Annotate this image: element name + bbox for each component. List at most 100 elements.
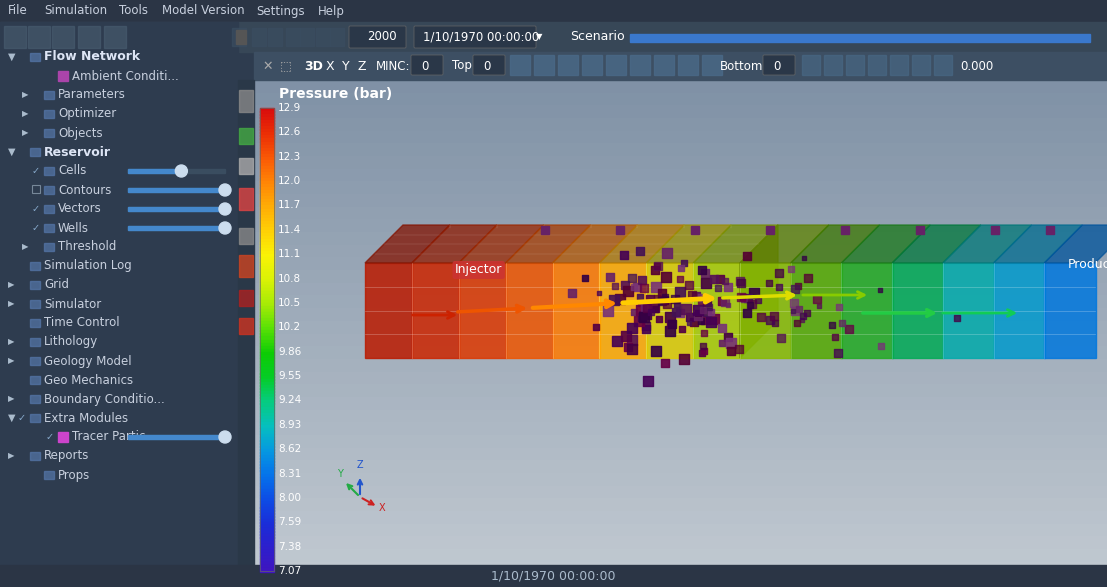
- Bar: [260, 403, 275, 407]
- Bar: [260, 528, 275, 532]
- Text: 12.0: 12.0: [278, 176, 301, 186]
- Text: File: File: [8, 5, 28, 18]
- Text: Tools: Tools: [118, 5, 148, 18]
- Point: [630, 316, 648, 326]
- Text: 0: 0: [483, 59, 490, 73]
- Point: [646, 304, 664, 313]
- Bar: [260, 139, 275, 142]
- Point: [834, 319, 851, 328]
- Polygon shape: [365, 225, 449, 263]
- Bar: [254, 220, 1107, 233]
- Text: ▶: ▶: [22, 129, 29, 137]
- Text: 0: 0: [421, 59, 428, 73]
- Bar: [44, 110, 54, 118]
- Bar: [128, 188, 225, 192]
- Text: Reservoir: Reservoir: [44, 146, 111, 158]
- Point: [662, 319, 680, 328]
- Text: 10.2: 10.2: [278, 322, 301, 332]
- Bar: [260, 461, 275, 465]
- Point: [615, 280, 633, 289]
- Bar: [260, 126, 275, 130]
- Text: Ambient Conditi...: Ambient Conditi...: [72, 69, 178, 83]
- Bar: [260, 483, 275, 486]
- Point: [872, 342, 890, 351]
- Point: [637, 301, 654, 311]
- Bar: [254, 333, 1107, 347]
- Bar: [260, 211, 275, 215]
- Text: Y: Y: [342, 59, 350, 73]
- Bar: [254, 258, 1107, 271]
- Point: [723, 346, 741, 356]
- Bar: [890, 55, 908, 75]
- Point: [648, 282, 665, 292]
- Text: 11.1: 11.1: [278, 249, 301, 259]
- Text: ▼: ▼: [8, 52, 15, 62]
- Text: 1/10/1970 00:00:00: 1/10/1970 00:00:00: [423, 31, 539, 43]
- Point: [635, 312, 653, 321]
- Point: [631, 293, 649, 302]
- Bar: [801, 55, 820, 75]
- Point: [714, 296, 732, 306]
- Point: [671, 288, 689, 297]
- FancyBboxPatch shape: [414, 26, 536, 48]
- Bar: [260, 224, 275, 227]
- Point: [696, 268, 714, 277]
- Point: [632, 298, 650, 307]
- Point: [690, 308, 707, 318]
- Bar: [260, 474, 275, 477]
- Point: [649, 262, 666, 271]
- Bar: [260, 291, 275, 294]
- Point: [639, 303, 656, 312]
- Text: 8.00: 8.00: [278, 493, 301, 503]
- Bar: [260, 349, 275, 352]
- Bar: [128, 188, 225, 192]
- Text: Settings: Settings: [256, 5, 304, 18]
- Bar: [239, 255, 254, 277]
- Point: [696, 315, 714, 325]
- Bar: [260, 285, 275, 288]
- Bar: [330, 28, 344, 46]
- Polygon shape: [841, 225, 930, 263]
- Bar: [260, 562, 275, 565]
- Bar: [254, 118, 1107, 131]
- Bar: [260, 215, 275, 218]
- Bar: [254, 232, 1107, 246]
- Point: [635, 284, 653, 293]
- Text: Pressure (bar): Pressure (bar): [279, 87, 392, 101]
- Bar: [300, 28, 314, 46]
- FancyBboxPatch shape: [411, 55, 443, 75]
- Point: [629, 283, 646, 292]
- Bar: [260, 489, 275, 492]
- Point: [871, 285, 889, 295]
- Bar: [260, 163, 275, 166]
- Bar: [236, 30, 246, 44]
- Point: [645, 303, 663, 312]
- Bar: [239, 188, 254, 210]
- Bar: [260, 421, 275, 426]
- Bar: [44, 243, 54, 251]
- Point: [655, 296, 673, 305]
- Bar: [260, 303, 275, 306]
- Bar: [260, 108, 275, 112]
- Bar: [458, 263, 506, 358]
- Bar: [260, 181, 275, 185]
- Text: Injector: Injector: [455, 264, 503, 276]
- Polygon shape: [646, 225, 731, 263]
- FancyBboxPatch shape: [473, 55, 505, 75]
- Point: [666, 295, 684, 304]
- Bar: [260, 245, 275, 249]
- Bar: [260, 394, 275, 398]
- Text: Contours: Contours: [58, 184, 112, 197]
- Bar: [991, 226, 999, 234]
- Bar: [254, 447, 1107, 461]
- Point: [638, 321, 655, 330]
- Bar: [702, 55, 722, 75]
- Bar: [868, 55, 886, 75]
- Bar: [260, 339, 275, 343]
- Text: X: X: [379, 503, 385, 513]
- Bar: [44, 186, 54, 194]
- Bar: [260, 136, 275, 139]
- Point: [653, 288, 671, 298]
- Point: [799, 274, 817, 283]
- Point: [693, 295, 711, 304]
